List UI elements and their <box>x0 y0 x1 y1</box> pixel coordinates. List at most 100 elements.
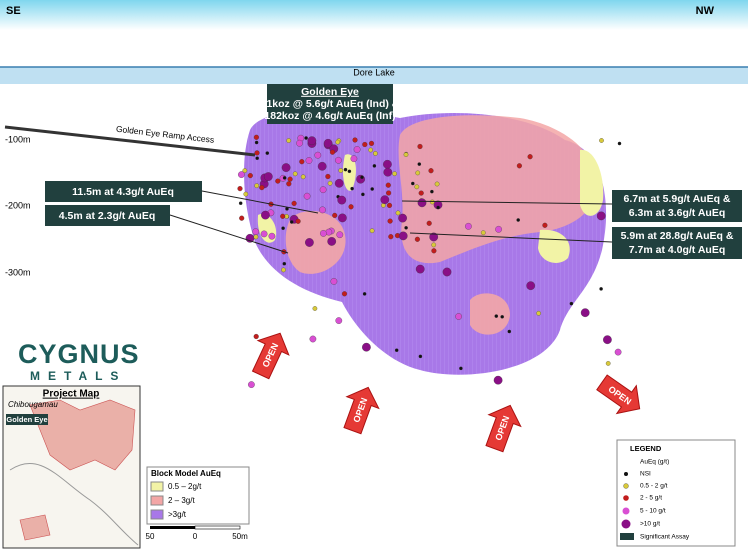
drill-dot <box>403 152 409 157</box>
drill-dot <box>289 220 294 224</box>
drill-dot <box>253 134 259 140</box>
legend-title: LEGEND <box>630 444 662 453</box>
drill-dot <box>352 137 358 143</box>
drill-dot <box>312 306 318 311</box>
drill-dot <box>605 361 611 366</box>
drill-dot <box>307 136 317 146</box>
callout-box <box>45 181 202 202</box>
drill-dot <box>252 228 260 236</box>
legend-dot <box>621 519 631 529</box>
drill-dot <box>580 308 590 318</box>
arrow <box>343 386 380 435</box>
drill-dot <box>343 167 348 172</box>
intercept-callout: 6.7m at 5.9g/t AuEq & 6.3m at 3.6g/t AuE… <box>612 190 742 222</box>
drill-dot <box>338 213 347 223</box>
drill-dot <box>275 178 281 184</box>
assay-legend: LEGEND AuEq (g/t) NSI 0.5 - 2 g/t 2 - 5 … <box>616 439 736 547</box>
legend-frame <box>146 466 250 525</box>
leader <box>201 190 319 214</box>
drill-dot <box>300 174 306 180</box>
drill-dot <box>507 329 512 334</box>
drill-dot <box>305 157 313 164</box>
drill-dot <box>431 242 437 248</box>
drill-dot <box>319 186 327 194</box>
drill-dot <box>418 354 423 359</box>
drill-dot <box>495 225 502 233</box>
drill-dot <box>347 169 352 174</box>
drill-dot <box>348 204 354 210</box>
drill-dot <box>336 231 344 239</box>
callout-line: 6.7m at 5.9g/t AuEq & <box>624 193 731 205</box>
drill-dot <box>305 238 314 247</box>
legend-item: 5 - 10 g/t <box>640 508 666 515</box>
ore-zone-0-5-2 <box>580 149 604 216</box>
drill-dot <box>418 190 424 196</box>
drill-dot <box>369 228 375 234</box>
drill-dot <box>295 218 301 224</box>
callout-title: Golden Eye <box>301 86 359 98</box>
drill-dot <box>248 381 255 388</box>
open-arrow: OPEN <box>251 332 290 380</box>
ore-zone-2-3 <box>285 211 346 274</box>
drill-dot <box>599 287 603 291</box>
drill-dot <box>373 151 378 156</box>
drill-dot <box>350 155 358 163</box>
drill-dot <box>303 192 311 200</box>
drill-dot <box>281 163 291 172</box>
open-arrow: OPEN <box>596 374 641 415</box>
scale-label: 50m <box>232 532 248 541</box>
legend-item: NSI <box>640 471 651 478</box>
drill-dot <box>415 264 425 274</box>
legend-item: >10 g/t <box>640 521 660 528</box>
drill-dot <box>398 231 408 241</box>
map-site: Golden Eye <box>6 415 47 424</box>
drill-dot <box>263 172 273 181</box>
swatch <box>150 509 164 520</box>
scale-label: 50 <box>146 532 155 541</box>
drill-dot <box>493 375 503 385</box>
logo-name: CYGNUS <box>18 339 140 369</box>
scale-segment <box>194 525 241 530</box>
drill-dot <box>404 226 408 230</box>
drill-dot <box>429 199 435 205</box>
drill-dot <box>265 151 270 155</box>
drill-dot <box>238 171 245 178</box>
scale-label: 0 <box>193 532 198 541</box>
drill-dot <box>386 202 393 208</box>
arrow <box>251 332 290 380</box>
drill-dot <box>361 192 365 197</box>
block-legend-title: Block Model AuEq <box>151 469 221 478</box>
drill-dot <box>332 212 338 218</box>
drill-dot <box>383 167 393 177</box>
drill-dot <box>296 139 303 147</box>
block-legend-item: 2 – 3g/t <box>168 496 195 505</box>
callout-line: 11.5m at 4.3g/t AuEq <box>72 186 174 198</box>
legend-item: Significant Assay <box>640 534 690 541</box>
drill-dot <box>320 230 327 237</box>
drill-dot <box>291 200 297 206</box>
road <box>9 463 139 546</box>
drill-dot <box>414 236 420 242</box>
legend-dot <box>623 483 629 489</box>
drill-dot <box>253 333 259 340</box>
drill-dot <box>282 176 287 180</box>
drill-dot <box>239 215 245 221</box>
drill-dot <box>337 195 347 205</box>
drill-dot <box>516 163 522 169</box>
drill-dot <box>327 180 333 186</box>
drill-dot <box>494 314 499 318</box>
drill-dot <box>526 281 536 291</box>
drill-dot <box>261 210 270 220</box>
claims <box>29 399 136 471</box>
drill-dot <box>362 292 367 296</box>
drill-dot <box>429 232 439 242</box>
lake <box>0 67 748 84</box>
drill-dot <box>434 181 440 187</box>
label-se: SE <box>6 5 21 17</box>
drill-dot <box>398 213 407 223</box>
drill-dot <box>255 156 259 160</box>
arrow <box>485 404 522 453</box>
drill-dot <box>500 315 504 319</box>
scale-bar: 50 0 50m <box>146 525 248 541</box>
drill-dot <box>442 267 452 277</box>
